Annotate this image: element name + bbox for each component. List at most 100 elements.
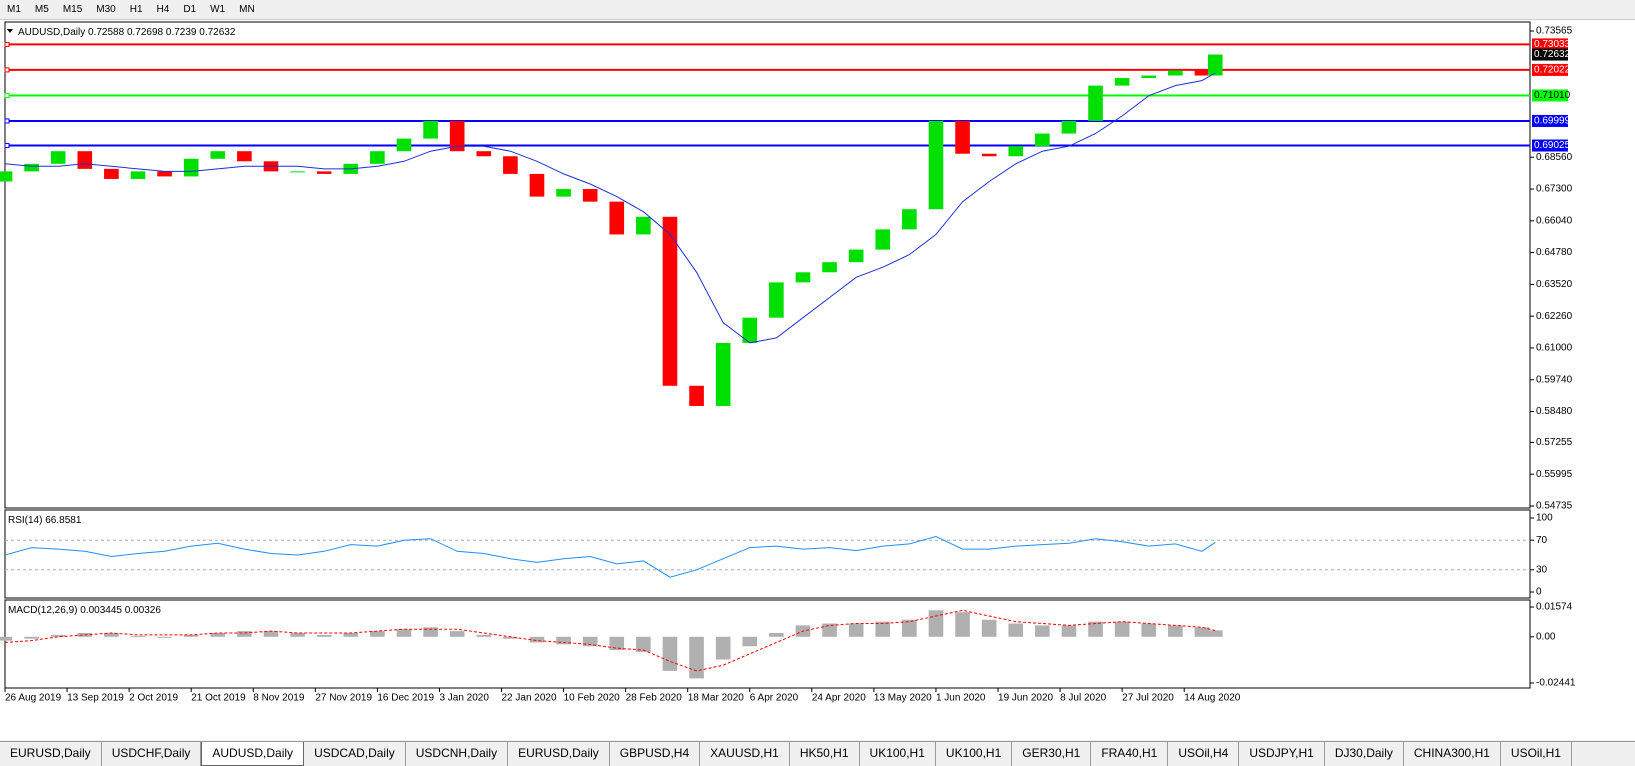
chart-tab[interactable]: USDJPY,H1 — [1239, 742, 1325, 766]
candle-body — [636, 216, 651, 235]
level-label: 0.71010 — [1534, 90, 1571, 101]
candle-body — [1114, 78, 1130, 86]
rsi-line — [4, 535, 1216, 578]
macd-bar — [981, 619, 997, 637]
chart-tab[interactable]: EURUSD,Daily — [508, 742, 610, 766]
x-tick-label: 2 Oct 2019 — [129, 693, 178, 704]
chart-tab[interactable]: USDCNH,Daily — [406, 742, 509, 766]
y-tick-label: 100 — [1536, 513, 1553, 524]
macd-bar — [689, 636, 704, 679]
chart-tab[interactable]: UK100,H1 — [860, 742, 936, 766]
chart-tab[interactable]: AUDUSD,Daily — [201, 742, 305, 766]
timeframe-button[interactable]: M5 — [34, 4, 49, 15]
macd-bar — [183, 634, 199, 637]
chart-tab[interactable]: HK50,H1 — [790, 742, 860, 766]
macd-bar — [609, 636, 625, 651]
macd-bar — [1168, 625, 1183, 637]
chart-tab[interactable]: USOil,H4 — [1168, 742, 1240, 766]
macd-bar — [529, 636, 545, 643]
timeframe-button[interactable]: M1 — [7, 4, 21, 15]
candle-body — [662, 216, 678, 386]
chart-header: AUDUSD,Daily 0.72588 0.72698 0.7239 0.72… — [18, 27, 236, 38]
candle-body — [290, 171, 305, 173]
x-tick-label: 21 Oct 2019 — [191, 693, 246, 704]
macd-bar — [24, 636, 39, 639]
candle-body — [503, 156, 518, 174]
y-tick-label: 0 — [1536, 587, 1542, 598]
macd-bar — [875, 621, 891, 637]
timeframe-button[interactable]: H4 — [156, 4, 170, 15]
header-value: 0.72632 — [199, 27, 236, 38]
candle-body — [1207, 54, 1223, 76]
chart-tab[interactable]: EURUSD,Daily — [0, 742, 102, 766]
timeframe-button[interactable]: W1 — [210, 4, 226, 15]
panel-frame — [4, 599, 1531, 689]
x-tick-label: 1 Jun 2020 — [936, 693, 986, 704]
candle-body — [822, 262, 837, 273]
macd-bar — [343, 633, 359, 637]
moving-average — [4, 72, 1216, 344]
y-tick-label: 0.00 — [1536, 631, 1556, 642]
macd-bar — [370, 631, 385, 637]
candle-body — [1168, 70, 1183, 76]
chart-tab[interactable]: DJ30,Daily — [1325, 742, 1404, 766]
indicator-header: RSI(14) 66.8581 — [8, 515, 82, 526]
macd-bar — [769, 633, 784, 637]
level-label: 0.73033 — [1534, 39, 1571, 50]
chart-tab[interactable]: USOil,H1 — [1501, 742, 1572, 766]
chart-tab[interactable]: GER30,H1 — [1012, 742, 1092, 766]
x-tick-label: 10 Feb 2020 — [564, 693, 621, 704]
candle-body — [1194, 70, 1210, 76]
y-tick-label: 30 — [1536, 564, 1548, 575]
y-tick-label: 0.57255 — [1536, 437, 1573, 448]
level-handle — [4, 143, 10, 149]
timeframe-button[interactable]: M30 — [96, 4, 116, 15]
chart-tab[interactable]: FRA40,H1 — [1091, 742, 1169, 766]
timeframe-button[interactable]: M15 — [62, 4, 83, 15]
timeframe-button[interactable]: H1 — [129, 4, 143, 15]
collapse-arrow — [7, 29, 13, 33]
current-price: 0.72632 — [1534, 49, 1571, 60]
x-tick-label: 13 Sep 2019 — [67, 693, 124, 704]
candle-body — [609, 201, 625, 235]
candle-body — [77, 151, 93, 169]
candle-body — [955, 120, 970, 154]
chart-tab[interactable]: XAUUSD,H1 — [700, 742, 790, 766]
macd-bar — [662, 636, 678, 671]
chart-tab[interactable]: GBPUSD,H4 — [610, 742, 701, 766]
x-tick-label: 19 Jun 2020 — [998, 693, 1053, 704]
candle-body — [237, 151, 252, 162]
level-label-box — [1532, 89, 1568, 102]
macd-bar — [449, 631, 465, 637]
candle-body — [795, 272, 811, 283]
candle-body — [1008, 146, 1024, 157]
timeframe-button[interactable]: D1 — [183, 4, 197, 15]
candle-body — [769, 282, 784, 318]
candle-body — [1035, 133, 1050, 147]
x-tick-label: 3 Jan 2020 — [439, 693, 489, 704]
level-handle — [4, 41, 10, 47]
x-tick-label: 13 May 2020 — [874, 693, 932, 704]
y-tick-label: 0.59740 — [1536, 374, 1573, 385]
y-tick-label: 70 — [1536, 535, 1548, 546]
chart-tab[interactable]: UK100,H1 — [936, 742, 1013, 766]
indicator-header: MACD(12,26,9) 0.003445 0.00326 — [8, 605, 161, 616]
macd-signal — [4, 609, 1216, 672]
macd-bar — [476, 634, 492, 637]
header-value: AUDUSD,Daily — [18, 27, 88, 38]
candle-body — [556, 189, 571, 197]
chart-tab[interactable]: CHINA300,H1 — [1404, 742, 1501, 766]
x-tick-label: 26 Aug 2019 — [5, 693, 62, 704]
level-handle — [4, 67, 10, 73]
candle-body — [848, 249, 864, 263]
chart-tab[interactable]: USDCAD,Daily — [304, 742, 406, 766]
panel-frame — [4, 509, 1531, 599]
macd-bar — [902, 619, 917, 637]
chart-tab[interactable]: USDCHF,Daily — [102, 742, 202, 766]
candle-body — [928, 120, 944, 210]
timeframe-button[interactable]: MN — [239, 4, 255, 15]
macd-bar — [582, 636, 598, 647]
macd-bar — [157, 636, 172, 638]
level-label-box — [1532, 139, 1568, 152]
